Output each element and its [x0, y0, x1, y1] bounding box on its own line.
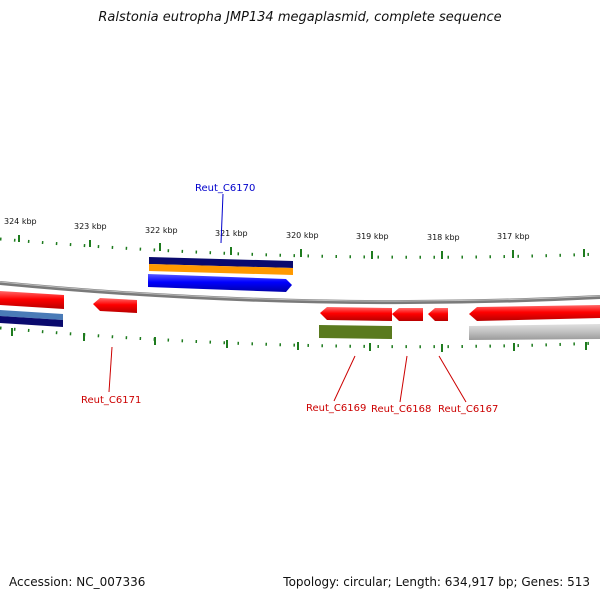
feature-track-gray[interactable]	[469, 324, 600, 340]
accession-text: Accession: NC_007336	[9, 575, 146, 589]
inner-scale-ticks	[0, 326, 600, 352]
gene-label-Reut_C6168[interactable]: Reut_C6168	[371, 404, 431, 415]
feature-track-navy[interactable]	[149, 257, 293, 268]
genome-backbone-highlight	[0, 281, 600, 302]
feature-track-orange[interactable]	[149, 264, 293, 275]
scale-label: 324 kbp	[4, 217, 37, 226]
cds-Reut_C6169[interactable]	[320, 307, 392, 321]
callout-line-Reut_C6167	[438, 355, 467, 403]
inner-major-ticks	[11, 328, 587, 352]
cds-feature[interactable]	[0, 291, 64, 309]
gene-label-Reut_C6169[interactable]: Reut_C6169	[306, 403, 366, 414]
gene-callouts	[108, 193, 467, 403]
scale-label: 322 kbp	[145, 226, 178, 235]
scale-label: 318 kbp	[427, 233, 460, 242]
scale-label: 320 kbp	[286, 231, 319, 240]
callout-line-Reut_C6169	[333, 355, 356, 402]
scale-label: 321 kbp	[215, 229, 248, 238]
cds-Reut_C6167[interactable]	[428, 308, 448, 321]
cds-Reut_C6168[interactable]	[392, 308, 423, 321]
callout-line-Reut_C6170	[220, 193, 224, 244]
scale-label: 323 kbp	[74, 222, 107, 231]
callout-line-Reut_C6168	[399, 355, 408, 403]
gene-label-Reut_C6171[interactable]: Reut_C6171	[81, 395, 141, 406]
reverse-feature-tracks	[0, 310, 600, 340]
cds-Reut_C6170[interactable]	[148, 274, 292, 292]
forward-feature-tracks	[148, 257, 293, 292]
reverse-cds-features	[0, 291, 600, 321]
feature-track-olive[interactable]	[319, 325, 392, 339]
genome-backbone	[0, 281, 600, 305]
callout-line-Reut_C6171	[108, 346, 113, 393]
outer-scale-dots	[0, 237, 600, 259]
scale-label: 319 kbp	[356, 232, 389, 241]
gene-label-Reut_C6170[interactable]: Reut_C6170	[195, 183, 255, 194]
feature-track-navy[interactable]	[0, 316, 63, 327]
cds-Reut_C6171[interactable]	[93, 298, 137, 313]
topology-text: Topology: circular; Length: 634,917 bp; …	[283, 575, 590, 589]
gene-label-Reut_C6167[interactable]: Reut_C6167	[438, 404, 498, 415]
outer-scale-ticks	[0, 235, 600, 259]
cds-feature[interactable]	[469, 305, 600, 321]
map-title: Ralstonia eutropha JMP134 megaplasmid, c…	[98, 10, 502, 25]
outer-major-ticks	[18, 235, 585, 259]
scale-labels: 324 kbp 323 kbp 322 kbp 321 kbp 320 kbp …	[4, 217, 530, 242]
feature-track-steel[interactable]	[0, 310, 63, 320]
gene-labels: Reut_C6170 Reut_C6171 Reut_C6169 Reut_C6…	[81, 183, 498, 415]
scale-label: 317 kbp	[497, 232, 530, 241]
